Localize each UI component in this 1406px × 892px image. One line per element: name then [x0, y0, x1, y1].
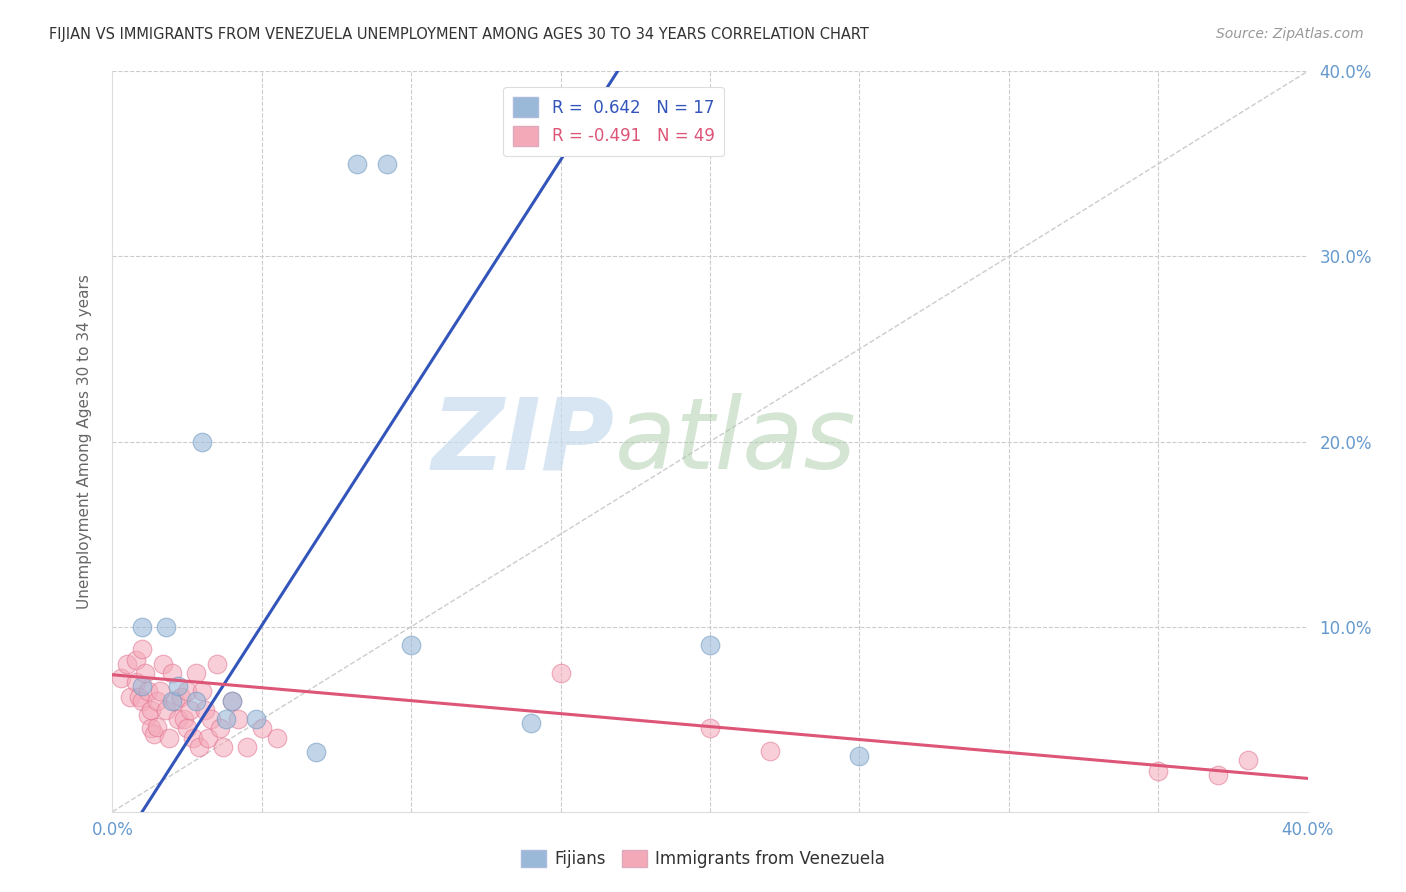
- Point: [377, 157, 399, 171]
- Point: [165, 694, 187, 708]
- Point: [155, 703, 177, 717]
- Point: [759, 744, 782, 758]
- Point: [1147, 764, 1170, 778]
- Legend: Fijians, Immigrants from Venezuela: Fijians, Immigrants from Venezuela: [515, 843, 891, 875]
- Point: [155, 619, 177, 633]
- Point: [191, 434, 214, 449]
- Point: [221, 694, 243, 708]
- Text: atlas: atlas: [614, 393, 856, 490]
- Point: [134, 665, 156, 680]
- Point: [167, 712, 190, 726]
- Point: [138, 708, 160, 723]
- Point: [125, 653, 148, 667]
- Point: [170, 690, 193, 704]
- Point: [179, 703, 201, 717]
- Point: [221, 694, 243, 708]
- Point: [157, 731, 180, 745]
- Point: [146, 720, 169, 734]
- Text: FIJIAN VS IMMIGRANTS FROM VENEZUELA UNEMPLOYMENT AMONG AGES 30 TO 34 YEARS CORRE: FIJIAN VS IMMIGRANTS FROM VENEZUELA UNEM…: [49, 27, 869, 42]
- Point: [1206, 767, 1229, 781]
- Point: [125, 675, 148, 690]
- Point: [346, 157, 368, 171]
- Point: [131, 679, 153, 693]
- Point: [197, 731, 219, 745]
- Point: [550, 665, 572, 680]
- Point: [162, 665, 183, 680]
- Point: [188, 739, 211, 754]
- Point: [266, 731, 288, 745]
- Point: [250, 722, 273, 736]
- Point: [181, 731, 204, 745]
- Point: [131, 694, 153, 708]
- Point: [194, 703, 217, 717]
- Point: [162, 694, 183, 708]
- Point: [176, 722, 198, 736]
- Point: [176, 684, 198, 698]
- Point: [117, 657, 139, 671]
- Point: [138, 684, 160, 698]
- Y-axis label: Unemployment Among Ages 30 to 34 years: Unemployment Among Ages 30 to 34 years: [77, 274, 91, 609]
- Point: [149, 684, 172, 698]
- Point: [186, 665, 208, 680]
- Point: [141, 722, 163, 736]
- Point: [146, 694, 169, 708]
- Point: [401, 638, 423, 652]
- Point: [167, 679, 190, 693]
- Point: [305, 746, 328, 760]
- Point: [1237, 753, 1260, 767]
- Point: [699, 638, 721, 652]
- Point: [209, 722, 232, 736]
- Text: Source: ZipAtlas.com: Source: ZipAtlas.com: [1216, 27, 1364, 41]
- Point: [131, 641, 153, 656]
- Text: ZIP: ZIP: [432, 393, 614, 490]
- Point: [131, 619, 153, 633]
- Point: [186, 694, 208, 708]
- Point: [226, 712, 249, 726]
- Point: [141, 703, 163, 717]
- Point: [212, 739, 235, 754]
- Point: [236, 739, 259, 754]
- Legend: R =  0.642   N = 17, R = -0.491   N = 49: R = 0.642 N = 17, R = -0.491 N = 49: [503, 87, 724, 156]
- Point: [110, 672, 132, 686]
- Point: [205, 657, 228, 671]
- Point: [152, 657, 174, 671]
- Point: [120, 690, 142, 704]
- Point: [128, 690, 150, 704]
- Point: [215, 712, 238, 726]
- Point: [848, 749, 870, 764]
- Point: [699, 722, 721, 736]
- Point: [191, 684, 214, 698]
- Point: [173, 712, 195, 726]
- Point: [520, 715, 543, 730]
- Point: [200, 712, 222, 726]
- Point: [245, 712, 267, 726]
- Point: [143, 727, 166, 741]
